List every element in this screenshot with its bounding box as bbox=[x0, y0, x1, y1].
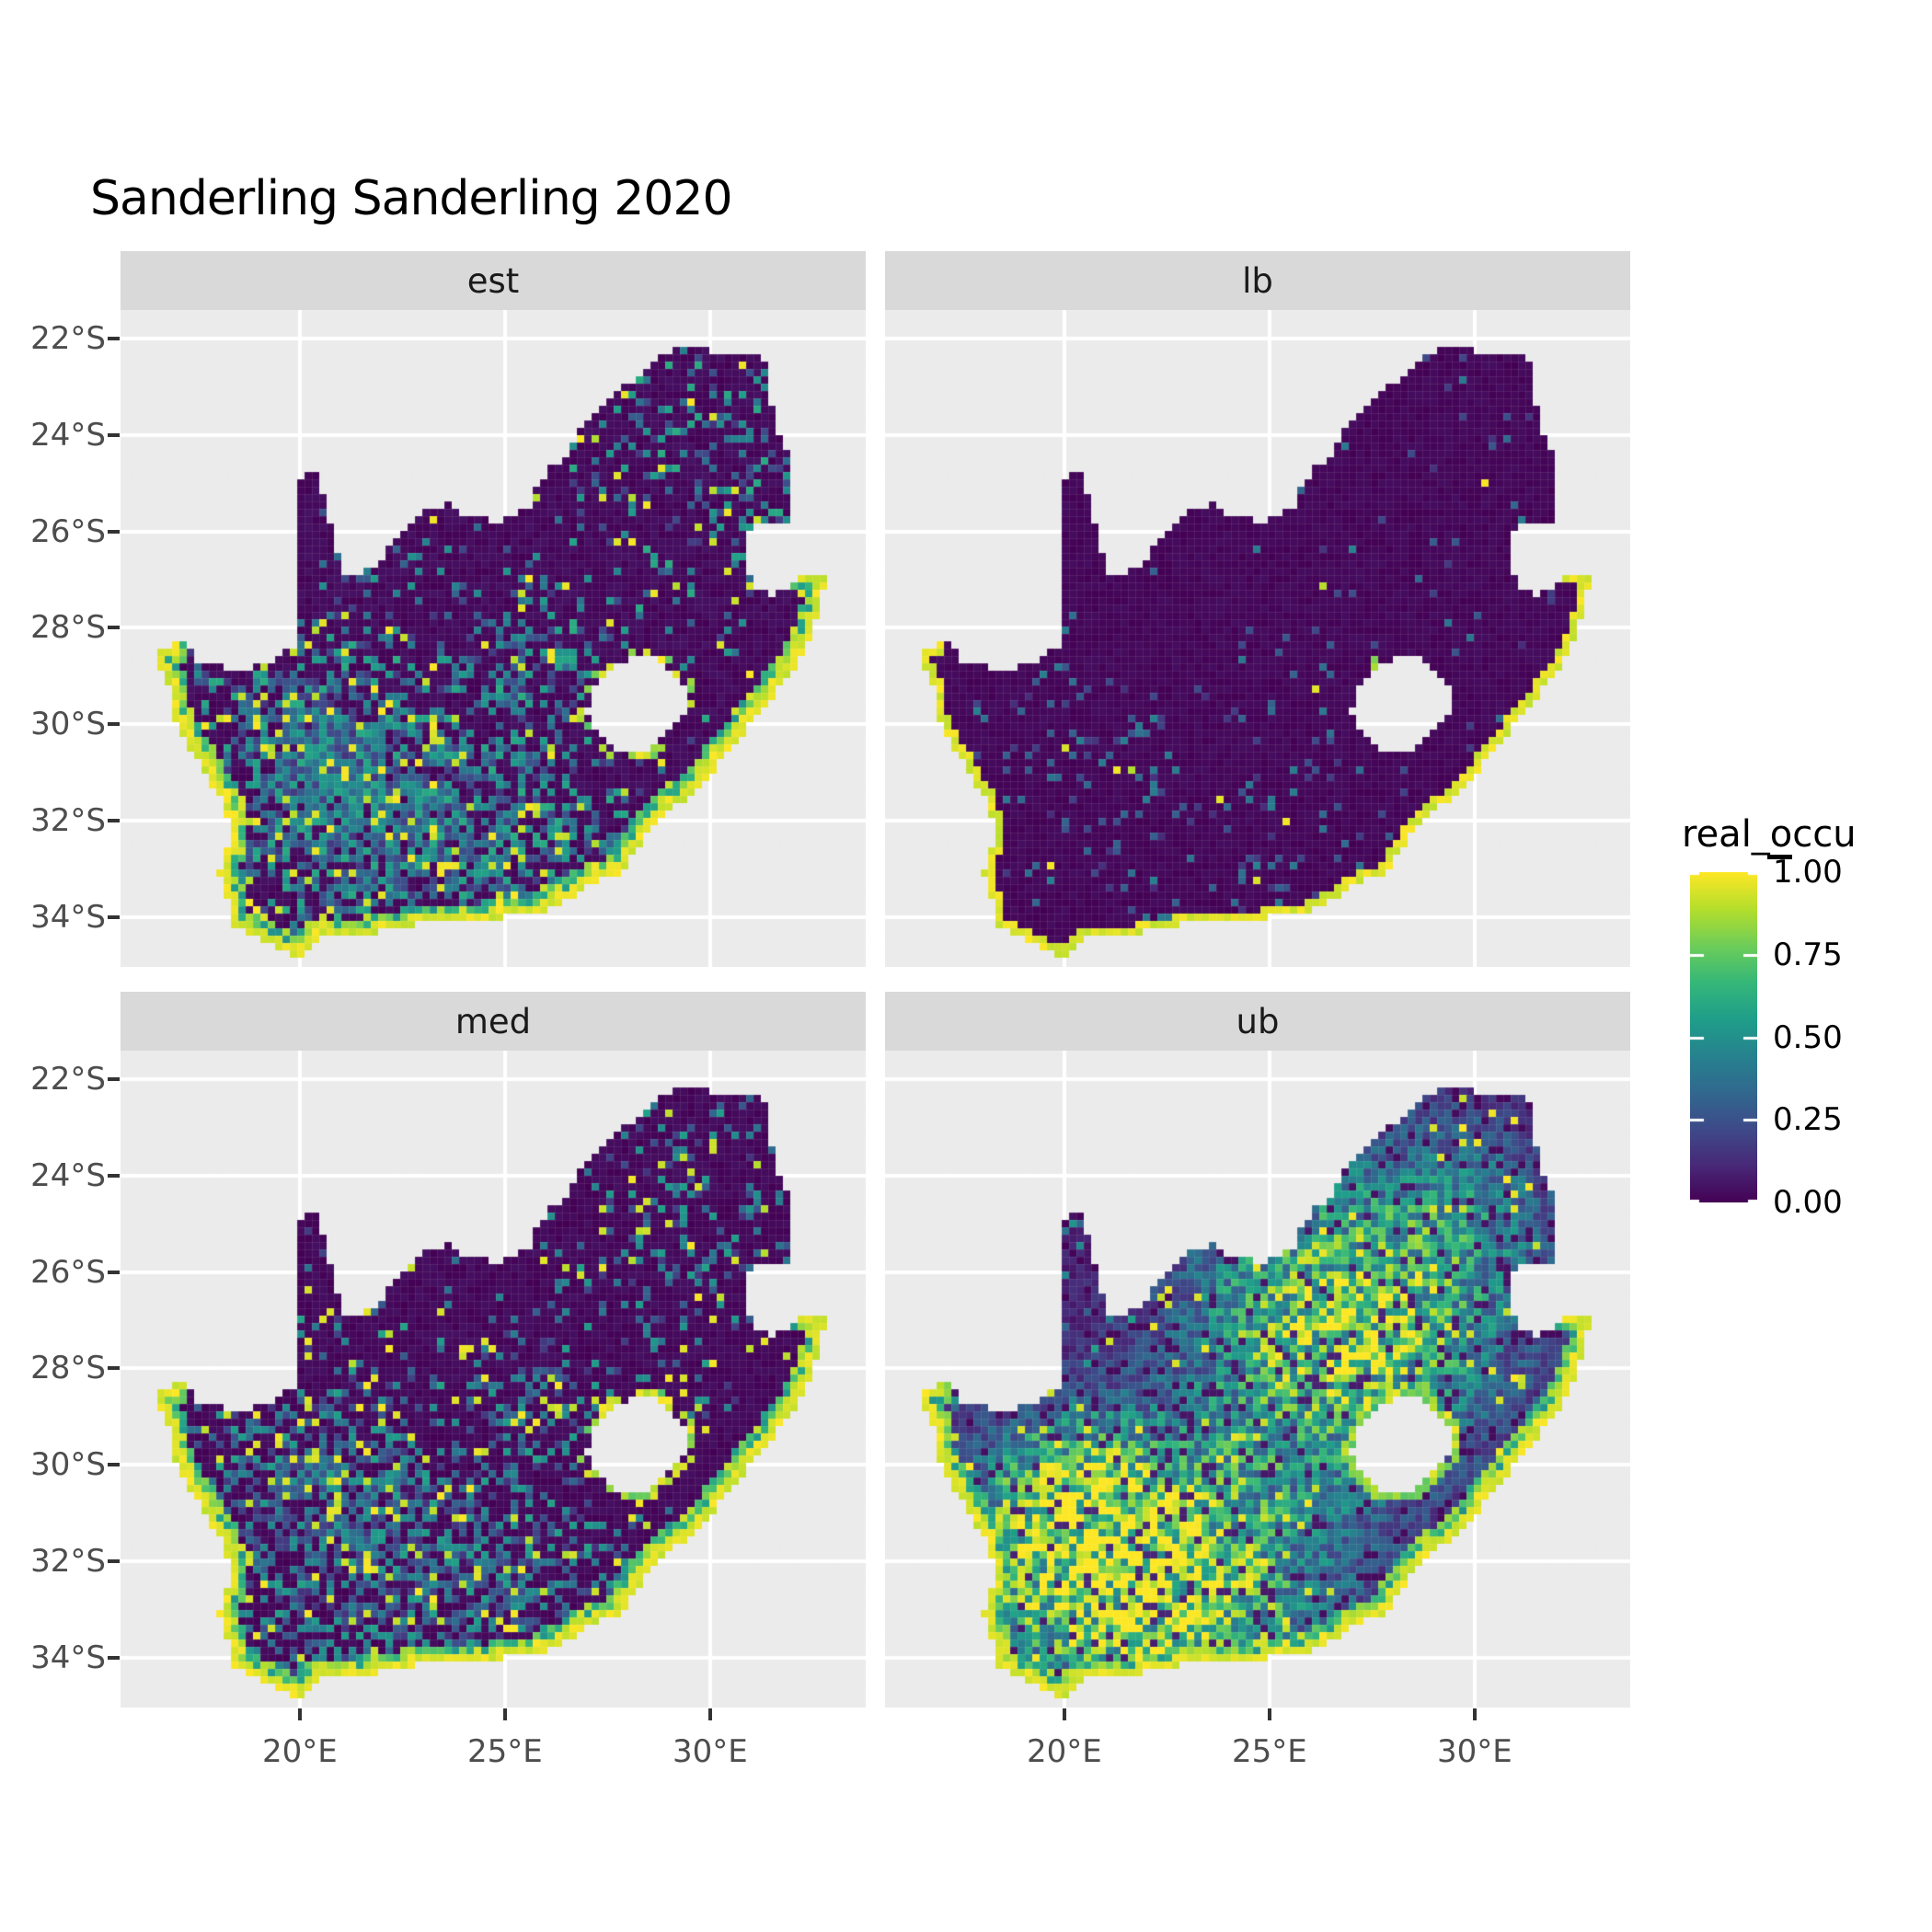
y-axis-tick-mark bbox=[108, 1463, 120, 1467]
y-axis-tick-label: 22°S bbox=[30, 319, 106, 357]
facet-strip-med: med bbox=[121, 992, 866, 1051]
facet-strip-ub: ub bbox=[885, 992, 1630, 1051]
y-axis-tick-mark bbox=[108, 1366, 120, 1371]
y-axis-tick-mark bbox=[108, 1076, 120, 1081]
y-axis-tick-mark bbox=[108, 1270, 120, 1274]
y-axis-tick-label: 22°S bbox=[30, 1060, 106, 1098]
plot-title: Sanderling Sanderling 2020 bbox=[90, 171, 733, 226]
x-axis-tick-label: 30°E bbox=[673, 1733, 748, 1770]
y-axis-tick-mark bbox=[108, 914, 120, 919]
legend-top-tick bbox=[1767, 855, 1792, 859]
y-axis-tick-label: 32°S bbox=[30, 801, 106, 839]
y-axis-tick-label: 28°S bbox=[30, 609, 106, 647]
facet-panel-ub bbox=[885, 1051, 1630, 1708]
facet-strip-label: lb bbox=[1242, 260, 1273, 301]
facet-strip-label: med bbox=[454, 1001, 532, 1041]
y-axis-tick-mark bbox=[108, 432, 120, 437]
y-axis-tick-label: 26°S bbox=[30, 1253, 106, 1291]
y-axis-tick-label: 28°S bbox=[30, 1350, 106, 1387]
facet-panel-med bbox=[121, 1051, 866, 1708]
y-axis-tick-label: 24°S bbox=[30, 1156, 106, 1194]
y-axis-tick-label: 30°S bbox=[30, 1446, 106, 1484]
facet-strip-lb: lb bbox=[885, 251, 1630, 310]
x-axis-tick-mark bbox=[297, 1708, 302, 1720]
facet-strip-est: est bbox=[121, 251, 866, 310]
y-axis-tick-label: 26°S bbox=[30, 512, 106, 550]
y-axis-tick-mark bbox=[108, 1173, 120, 1178]
x-axis-tick-label: 25°E bbox=[467, 1733, 543, 1770]
y-axis-tick-label: 34°S bbox=[30, 898, 106, 936]
y-axis-tick-label: 30°S bbox=[30, 706, 106, 743]
facet-panel-est bbox=[121, 310, 866, 967]
x-axis-tick-mark bbox=[502, 1708, 507, 1720]
y-axis-tick-mark bbox=[108, 626, 120, 630]
y-axis-tick-mark bbox=[108, 722, 120, 727]
y-axis-tick-mark bbox=[108, 529, 120, 534]
x-axis-tick-mark bbox=[707, 1708, 712, 1720]
legend-tick-label: 0.50 bbox=[1773, 1018, 1843, 1056]
facet-strip-label: ub bbox=[1236, 1001, 1280, 1041]
x-axis-tick-label: 30°E bbox=[1437, 1733, 1512, 1770]
legend-tick-label: 0.00 bbox=[1773, 1184, 1843, 1221]
y-axis-tick-mark bbox=[108, 1655, 120, 1660]
y-axis-tick-label: 32°S bbox=[30, 1542, 106, 1580]
y-axis-tick-mark bbox=[108, 1558, 120, 1563]
y-axis-tick-label: 24°S bbox=[30, 416, 106, 454]
x-axis-tick-label: 20°E bbox=[1027, 1733, 1102, 1770]
x-axis-tick-mark bbox=[1267, 1708, 1271, 1720]
y-axis-tick-label: 34°S bbox=[30, 1639, 106, 1676]
legend-tick-label: 1.00 bbox=[1773, 854, 1843, 891]
x-axis-tick-label: 25°E bbox=[1232, 1733, 1307, 1770]
x-axis-tick-mark bbox=[1472, 1708, 1477, 1720]
legend-title: real_occu bbox=[1682, 813, 1857, 856]
facet-panel-lb bbox=[885, 310, 1630, 967]
x-axis-tick-mark bbox=[1062, 1708, 1066, 1720]
legend-colorbar bbox=[1690, 872, 1757, 1202]
facet-strip-label: est bbox=[466, 260, 520, 301]
y-axis-tick-mark bbox=[108, 336, 120, 340]
y-axis-tick-mark bbox=[108, 818, 120, 822]
x-axis-tick-label: 20°E bbox=[262, 1733, 338, 1770]
legend-tick-label: 0.75 bbox=[1773, 936, 1843, 973]
legend-tick-label: 0.25 bbox=[1773, 1101, 1843, 1139]
